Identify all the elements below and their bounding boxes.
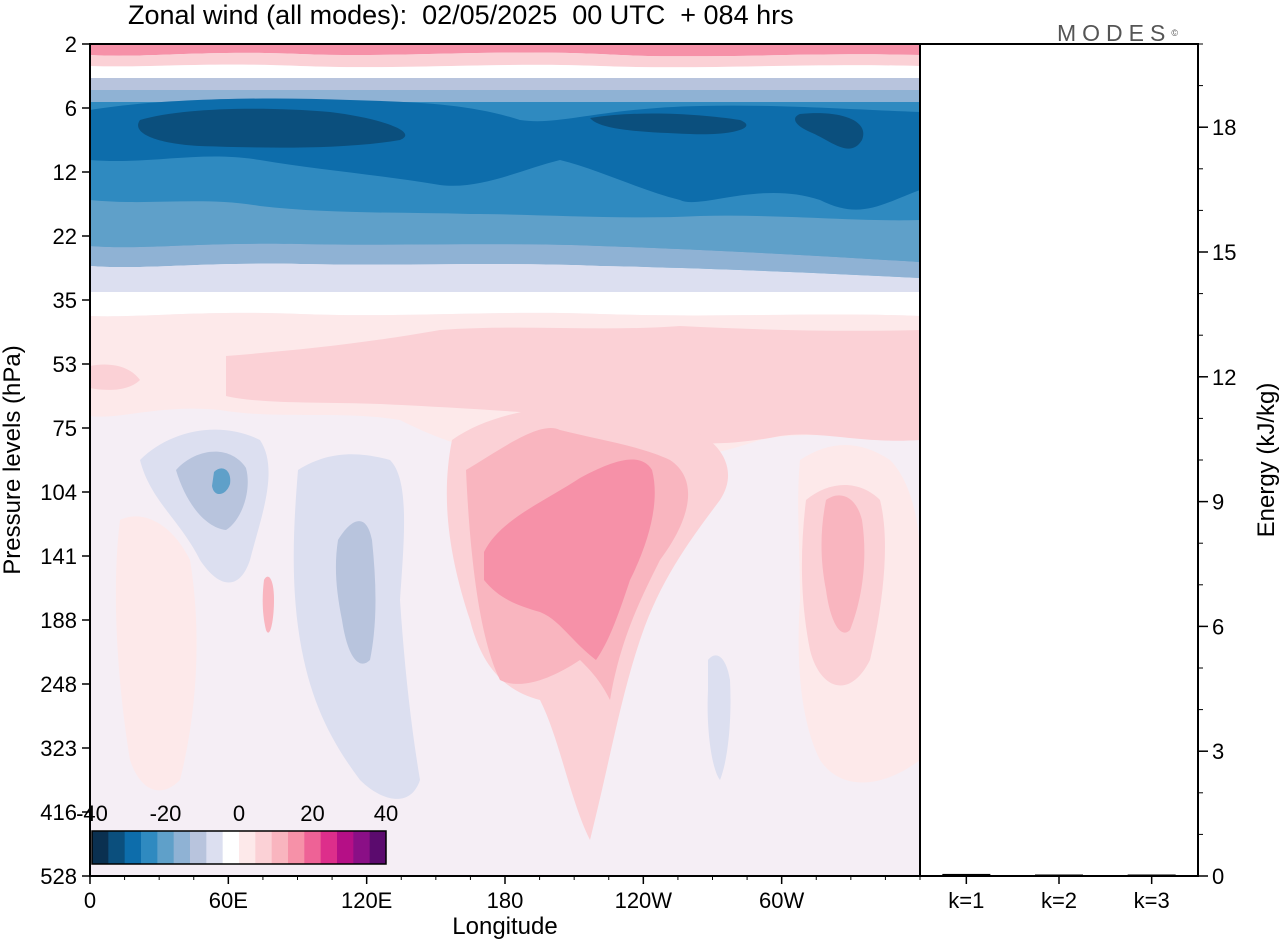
y-tick-label: 416: [40, 800, 77, 825]
energy-tick-label: 3: [1212, 739, 1224, 764]
y-tick-label: 12: [53, 160, 77, 185]
colorbar-border: [91, 830, 387, 865]
colorbar-cell: [173, 831, 191, 864]
y-tick-label: 35: [53, 288, 77, 313]
easterly-60e-min: [212, 468, 231, 495]
colorbar-cell: [320, 831, 338, 864]
colorbar-cell: [92, 831, 109, 864]
energy-category-label: k=1: [948, 888, 984, 913]
y-tick-label: 188: [40, 608, 77, 633]
energy-tick-label: 0: [1212, 864, 1224, 889]
easterly-120e-core: [335, 521, 376, 664]
colorbar-cell: [271, 831, 289, 864]
band-blue-pale: [90, 243, 920, 278]
colorbar-cell: [141, 831, 158, 864]
x-tick-label: 60E: [209, 888, 248, 913]
colorbar-cell: [288, 831, 305, 864]
westerly-maximum: [484, 459, 655, 660]
x-axis: 0 60E 120E 180 120W 60W: [84, 876, 921, 913]
colorbar-cell: [222, 831, 240, 864]
band-light-pink-top: [90, 52, 920, 68]
colorbar-labels: -40 -20 0 20 40: [76, 801, 398, 826]
energy-tick-label: 6: [1212, 614, 1224, 639]
y-tick-label: 2: [65, 32, 77, 57]
y-tick-label: 141: [40, 544, 77, 569]
colorbar-cell: [124, 831, 142, 864]
y-tick-label: 248: [40, 672, 77, 697]
colorbar-label: 20: [300, 801, 324, 826]
colorbar-label: -40: [76, 801, 108, 826]
colorbar-label: -20: [150, 801, 182, 826]
energy-panel-frame: [919, 43, 1199, 877]
energy-tick-label: 12: [1212, 365, 1236, 390]
colorbar-cells: [92, 831, 387, 864]
y-tick-label: 22: [53, 224, 77, 249]
westerly-lower-left: [115, 516, 197, 791]
energy-axis-title: Energy (kJ/kg): [1253, 383, 1280, 538]
x-tick-label: 60W: [759, 888, 804, 913]
colorbar-cell: [157, 831, 175, 864]
westerly-30w-core: [821, 495, 865, 633]
easterly-90w: [707, 655, 731, 780]
colorbar-cell: [190, 831, 207, 864]
colorbar-cell: [239, 831, 256, 864]
y-tick-label: 528: [40, 864, 77, 889]
x-tick-label: 120W: [615, 888, 673, 913]
colorbar-cell: [108, 831, 126, 864]
y-axis: 2 6 12 22 35 53 75 104 141 188 248 323 416 528: [40, 32, 90, 889]
energy-axis: 0 3 6 9 12 15 18: [1198, 43, 1236, 889]
y-axis-title: Pressure levels (hPa): [0, 345, 26, 574]
energy-bar: [942, 873, 991, 876]
heatmap-field: [90, 44, 920, 876]
band-blue-1: [90, 78, 920, 90]
x-axis-title: Longitude: [452, 913, 557, 940]
brand-text: MODES: [1057, 20, 1172, 46]
colorbar-cell: [255, 831, 273, 864]
brand-mark: ©: [1171, 28, 1178, 38]
energy-tick-label: 15: [1212, 240, 1236, 265]
colorbar-cell: [353, 831, 371, 864]
colorbar-label: 0: [233, 801, 245, 826]
colorbar-cell: [337, 831, 354, 864]
y-tick-label: 75: [53, 416, 77, 441]
energy-bar: [1035, 874, 1083, 876]
chart-title: Zonal wind (all modes): 02/05/2025 00 UT…: [128, 0, 794, 30]
x-tick-label: 180: [487, 888, 524, 913]
band-westerly-top: [90, 44, 920, 57]
brand-logo: MODES©: [1057, 20, 1178, 46]
x-tick-label: 120E: [341, 888, 392, 913]
pink-sliver: [262, 576, 274, 633]
energy-bar: [1127, 874, 1176, 876]
band-white-top: [90, 64, 920, 78]
y-tick-label: 323: [40, 736, 77, 761]
colorbar-label: 40: [374, 801, 398, 826]
colorbar-cell: [369, 831, 387, 864]
colorbar-cell: [206, 831, 224, 864]
energy-tick-label: 9: [1212, 490, 1224, 515]
band-blue-lower: [90, 200, 920, 262]
band-lilac: [90, 263, 920, 292]
band-white-mid: [90, 292, 920, 317]
energy-bars: k=1 k=2 k=3: [942, 873, 1176, 913]
energy-tick-label: 18: [1212, 115, 1236, 140]
band-blue-deep: [138, 108, 864, 149]
band-pink-mid: [90, 326, 920, 444]
energy-category-label: k=3: [1134, 888, 1170, 913]
y-tick-label: 104: [40, 480, 77, 505]
colorbar-cell: [304, 831, 322, 864]
y-tick-label: 53: [53, 352, 77, 377]
x-tick-label: 0: [84, 888, 96, 913]
easterly-60e-core: [176, 451, 248, 530]
y-tick-label: 6: [65, 96, 77, 121]
colorbar: -40 -20 0 20 40: [76, 801, 398, 865]
energy-category-label: k=2: [1041, 888, 1077, 913]
